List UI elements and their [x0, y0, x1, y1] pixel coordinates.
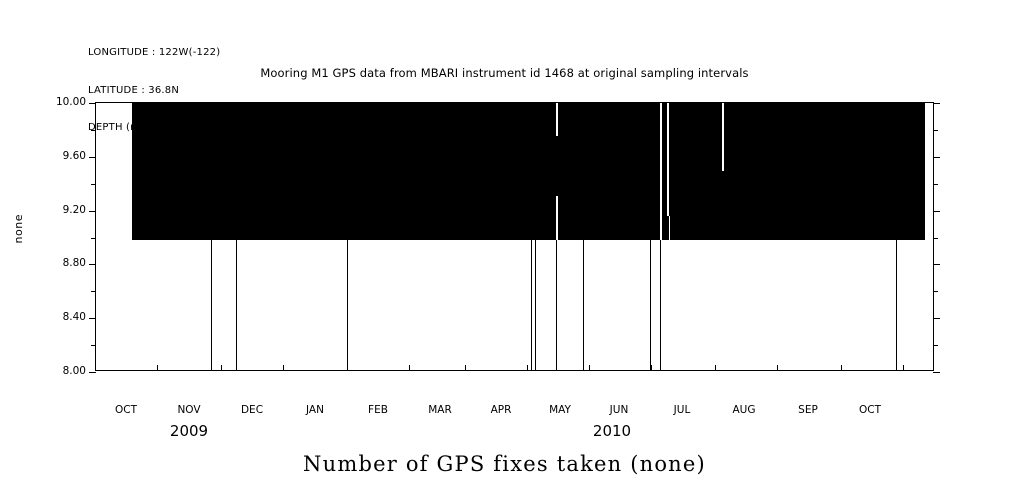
y-tick-minor [91, 237, 96, 239]
x-tick-bottom [283, 365, 284, 371]
x-tick-label: OCT [858, 404, 882, 416]
x-tick-top [527, 102, 528, 108]
x-tick-label: OCT [114, 404, 138, 416]
x-tick-bottom [715, 365, 716, 371]
data-dropout-spike [531, 240, 533, 370]
y-tick-minor-right [933, 345, 938, 347]
x-tick-label: APR [490, 404, 512, 416]
x-tick-label: FEB [368, 404, 388, 416]
x-tick-bottom [465, 365, 466, 371]
x-tick-bottom [777, 365, 778, 371]
x-tick-label: MAR [428, 404, 452, 416]
x-tick-top [465, 102, 466, 108]
y-tick-minor-right [933, 237, 938, 239]
x-tick-bottom [527, 365, 528, 371]
x-tick-bottom [221, 365, 222, 371]
y-tick-major [89, 210, 96, 212]
x-tick-top [347, 102, 348, 108]
y-tick-minor-right [933, 183, 938, 185]
y-tick-minor-right [933, 291, 938, 293]
data-dropout-spike [534, 240, 536, 370]
x-tick-label: SEP [798, 404, 818, 416]
data-dropout-spike [211, 240, 213, 370]
x-tick-bottom [347, 365, 348, 371]
x-tick-label: NOV [177, 404, 201, 416]
x-tick-label: JAN [306, 404, 324, 416]
x-tick-top [589, 102, 590, 108]
y-tick-minor [91, 345, 96, 347]
x-tick-label: JUN [609, 404, 629, 416]
x-tick-bottom [157, 365, 158, 371]
x-tick-top [651, 102, 652, 108]
y-tick-major [89, 103, 96, 104]
x-tick-top [841, 102, 842, 108]
x-tick-top [221, 102, 222, 108]
data-gap-mark [556, 103, 558, 136]
x-tick-top [903, 102, 904, 108]
y-tick-minor [91, 291, 96, 293]
data-dropout-spike [660, 240, 662, 370]
x-tick-top [777, 102, 778, 108]
y-tick-major-right [933, 103, 940, 104]
latitude-line: LATITUDE : 36.8N [88, 84, 180, 96]
y-tick-major-right [933, 372, 940, 373]
x-tick-label: AUG [732, 404, 756, 416]
data-dropout-spike [650, 240, 652, 370]
x-axis-labels: OCT NOV DEC JAN FEB MAR APR MAY JUN JUL AUG SEP OCT [95, 404, 934, 420]
data-gap-mark [660, 103, 662, 240]
x-tick-top [283, 102, 284, 108]
y-tick-label: 10.00 [55, 96, 86, 108]
y-tick-major-right [933, 210, 940, 212]
x-axis-year-label: 2010 [592, 422, 632, 440]
x-tick-bottom [903, 365, 904, 371]
chart-caption: Number of GPS fixes taken (none) [303, 452, 706, 476]
y-tick-label: 9.60 [62, 149, 86, 162]
y-tick-minor-right [933, 129, 938, 131]
x-tick-label: DEC [240, 404, 264, 416]
x-tick-top [409, 102, 410, 108]
x-tick-label: MAY [549, 404, 571, 416]
x-tick-bottom [841, 365, 842, 371]
y-tick-major [89, 372, 96, 373]
data-dropout-spike [896, 240, 898, 370]
y-axis-labels: 10.00 9.60 9.20 8.80 8.40 8.00 [0, 96, 95, 377]
y-tick-major [89, 264, 96, 266]
longitude-line: LONGITUDE : 122W(-122) [88, 47, 221, 58]
y-tick-label: 8.40 [62, 311, 86, 324]
data-density-block [132, 103, 925, 240]
data-gap-mark [722, 103, 724, 171]
y-tick-major-right [933, 264, 940, 266]
data-dropout-spike [556, 240, 558, 370]
y-tick-label: 8.80 [62, 257, 86, 270]
y-tick-label: 9.20 [62, 203, 86, 216]
y-tick-minor [91, 183, 96, 185]
plot-data-area [96, 103, 933, 370]
data-dropout-spike [347, 240, 349, 370]
data-dropout-spike [583, 240, 585, 370]
data-dropout-spike [236, 240, 238, 370]
data-gap-mark [667, 103, 669, 216]
plot-title: Mooring M1 GPS data from MBARI instrumen… [260, 66, 749, 80]
data-gap-mark [668, 216, 670, 240]
x-axis-year-labels: 2009 2010 [95, 422, 934, 444]
x-tick-top [157, 102, 158, 108]
y-tick-major [89, 318, 96, 320]
x-tick-label: JUL [673, 404, 691, 416]
plot-frame [89, 102, 940, 373]
x-axis-year-label: 2009 [169, 422, 209, 440]
x-tick-bottom [409, 365, 410, 371]
y-tick-major-right [933, 156, 940, 158]
x-tick-top [715, 102, 716, 108]
y-tick-major [89, 156, 96, 158]
x-tick-bottom [651, 365, 652, 371]
data-gap-mark [556, 196, 558, 240]
x-tick-bottom [589, 365, 590, 371]
y-tick-major-right [933, 318, 940, 320]
y-tick-minor [91, 129, 96, 131]
y-tick-label: 8.00 [62, 365, 86, 377]
